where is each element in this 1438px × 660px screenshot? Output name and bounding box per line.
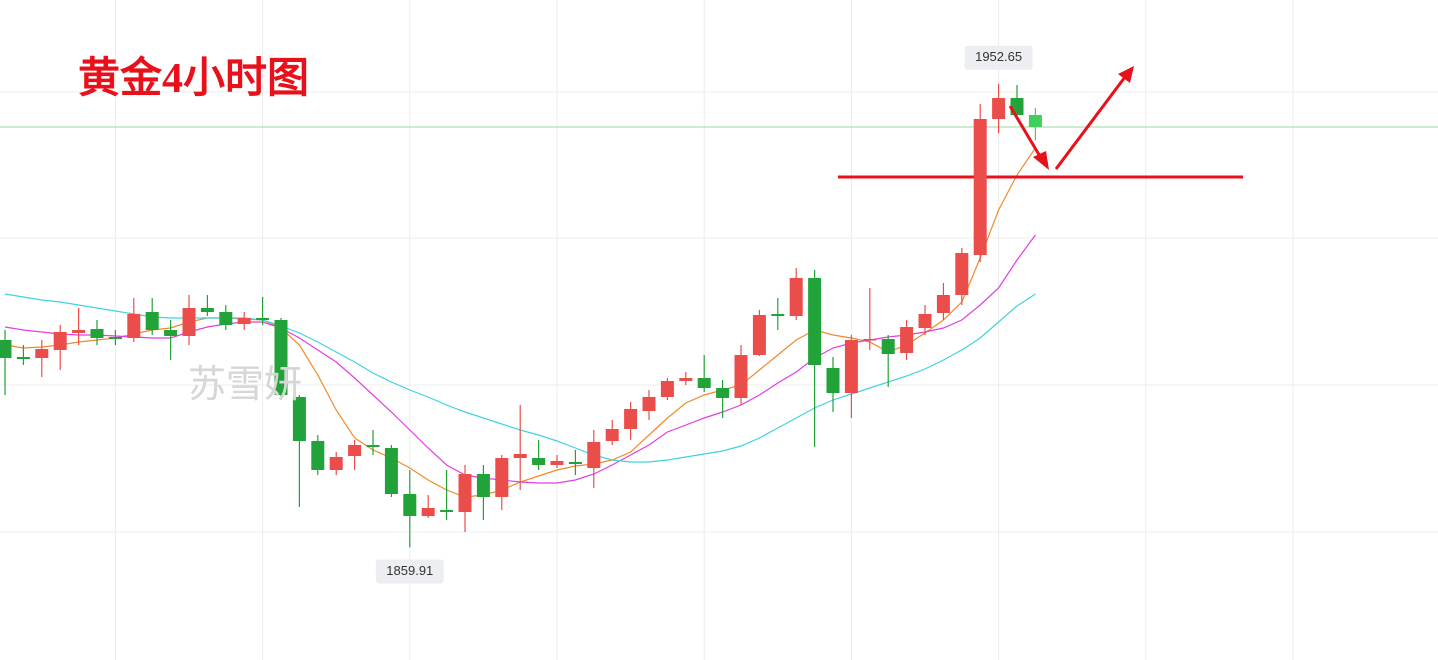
- price-labels: 1952.65 1859.91: [375, 45, 1033, 584]
- candle-body: [292, 397, 306, 441]
- candle-body: [936, 295, 950, 313]
- candle-body: [274, 320, 288, 395]
- candle-body: [826, 368, 840, 393]
- lines: [0, 126, 1438, 498]
- arrow-head: [1033, 151, 1049, 170]
- arrow-head: [1118, 66, 1134, 83]
- price-label: 1952.65: [975, 49, 1022, 64]
- candle-body: [973, 119, 987, 255]
- candle-body: [716, 388, 730, 398]
- candle-body: [90, 329, 104, 338]
- arrow-up: [1054, 76, 1127, 170]
- candle-body: [844, 340, 858, 393]
- candle-body: [127, 314, 141, 338]
- candle-body: [164, 330, 178, 336]
- candle-body: [145, 312, 159, 330]
- candle-body: [53, 332, 67, 350]
- candle-body: [642, 397, 656, 411]
- candle-body: [697, 378, 711, 388]
- candle-body: [237, 318, 251, 324]
- candle-body: [256, 318, 270, 320]
- candle-body: [219, 312, 233, 325]
- candle-body: [476, 474, 490, 497]
- candle-body: [329, 457, 343, 470]
- arrows: [1008, 66, 1134, 170]
- candle-body: [900, 327, 914, 353]
- candle-body: [918, 314, 932, 328]
- candle-body: [421, 508, 435, 516]
- candle-body: [863, 339, 877, 341]
- candle-body: [734, 355, 748, 398]
- candle-body: [550, 461, 564, 465]
- candle-body: [0, 340, 12, 358]
- price-label: 1859.91: [386, 563, 433, 578]
- candles: [0, 83, 1042, 548]
- candle-body: [532, 458, 546, 465]
- candle-body: [366, 445, 380, 447]
- price-label-box: [964, 45, 1033, 70]
- candle-body: [568, 462, 582, 464]
- candle-body: [752, 315, 766, 355]
- candle-body: [35, 349, 49, 358]
- candle-body: [495, 458, 509, 497]
- arrow-down: [1008, 105, 1043, 159]
- candle-body: [384, 448, 398, 494]
- candle-body: [440, 510, 454, 512]
- candle-body: [311, 441, 325, 470]
- candle-body: [587, 442, 601, 468]
- price-label-box: [375, 559, 444, 584]
- candle-body: [808, 278, 822, 365]
- watermark: 苏雪妍: [188, 364, 302, 406]
- candle-body: [660, 381, 674, 397]
- candle-body: [182, 308, 196, 336]
- candle-body: [679, 378, 693, 381]
- candle-body: [771, 314, 785, 316]
- candle-body: [108, 337, 122, 339]
- candle-body: [789, 278, 803, 316]
- candle-body: [624, 409, 638, 429]
- candle-body: [955, 253, 969, 295]
- candle-body: [403, 494, 417, 516]
- candle-body: [348, 445, 362, 456]
- candle-body: [200, 308, 214, 312]
- candle-body: [72, 330, 86, 333]
- candle-body: [513, 454, 527, 458]
- candle-body: [605, 429, 619, 441]
- candle-body: [1028, 115, 1042, 127]
- candle-body: [881, 339, 895, 354]
- chart-title: 黄金4小时图: [78, 55, 309, 102]
- candle-body: [992, 98, 1006, 119]
- candle-body: [458, 474, 472, 512]
- candle-body: [16, 357, 30, 359]
